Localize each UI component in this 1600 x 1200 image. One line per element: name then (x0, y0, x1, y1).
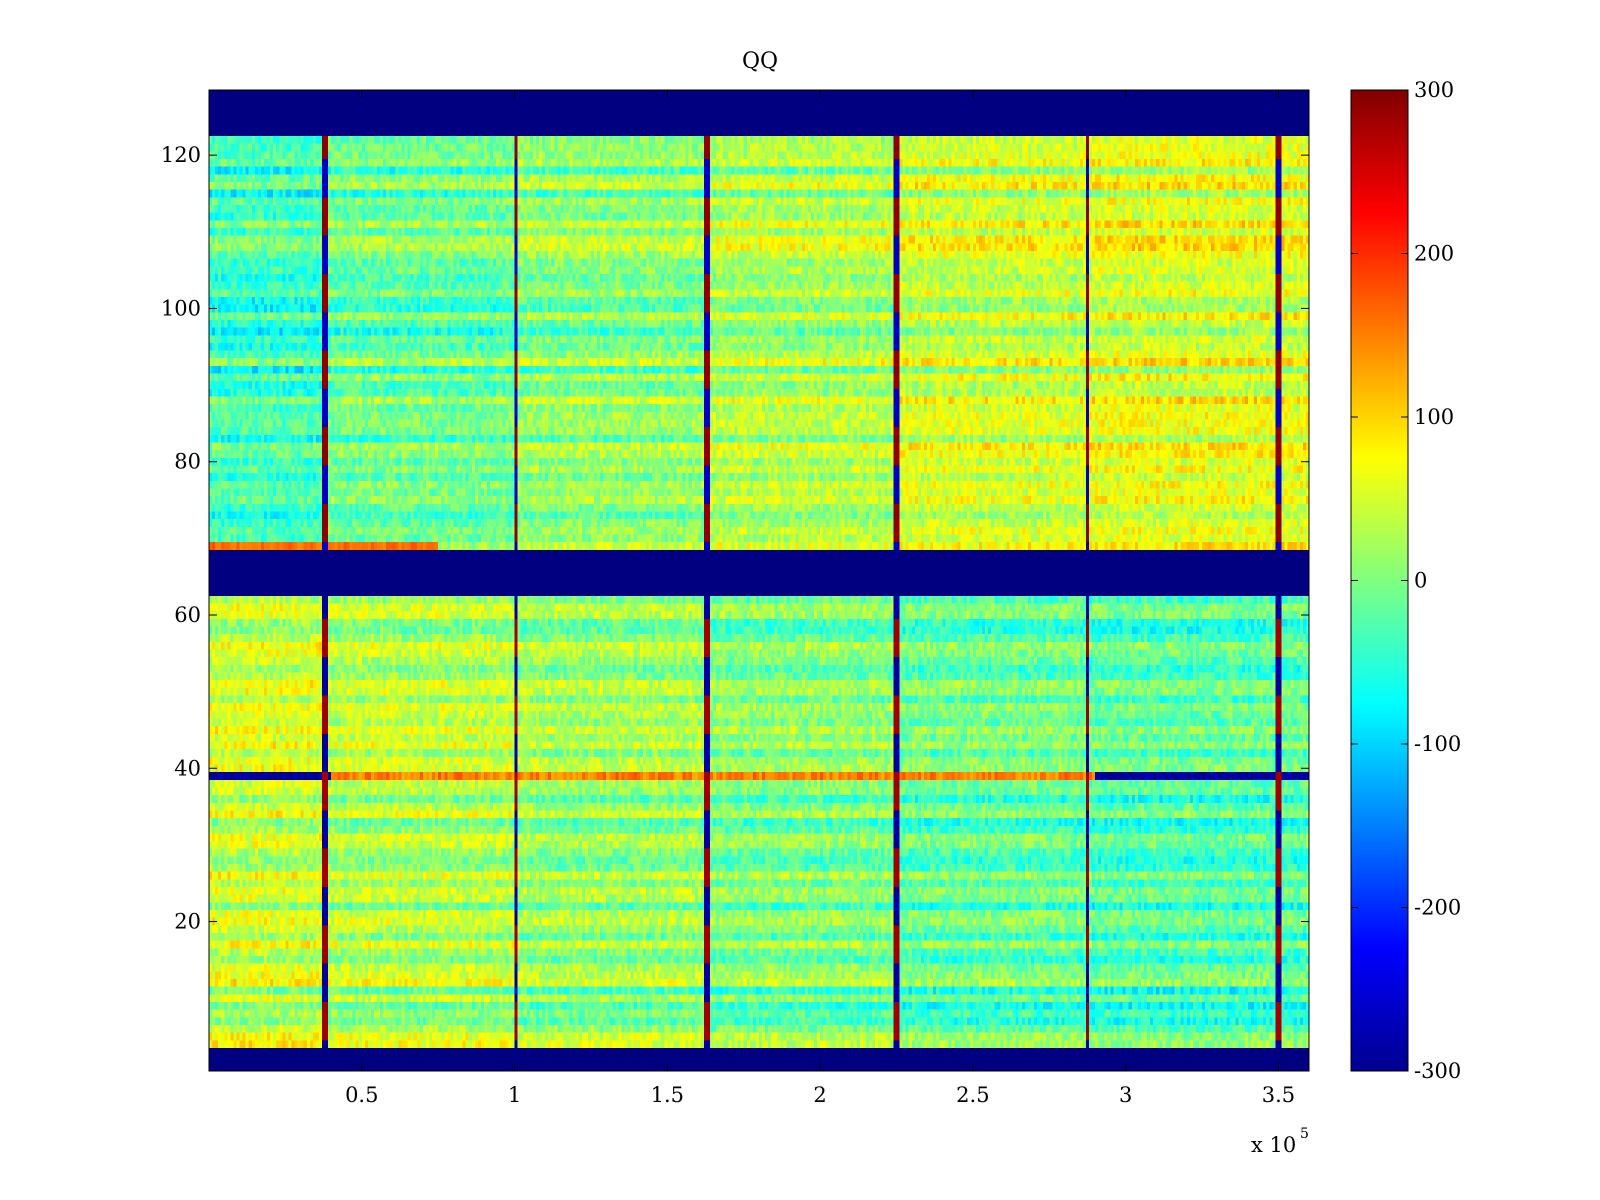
colorbar-tick-label: -100 (1414, 732, 1461, 756)
y-axis: 20 40 60 80 100 120 (161, 143, 1309, 934)
y-tick-label: 100 (161, 296, 201, 320)
heatmap-image (209, 90, 1309, 1071)
x-tick-label: 3 (1119, 1083, 1132, 1107)
colorbar-tick-label: 0 (1414, 569, 1427, 593)
colorbar-tick-label: 100 (1414, 405, 1454, 429)
x-tick-label: 1 (508, 1083, 521, 1107)
x-axis: 0.5 1 1.5 2 2.5 3 3.5 (345, 90, 1295, 1107)
colorbar-tick-label: 200 (1414, 242, 1454, 266)
colorbar: -300 -200 -100 0 100 200 300 (1350, 78, 1461, 1083)
colorbar-gradient (1351, 90, 1408, 1071)
x-tick-label: 3.5 (1262, 1083, 1295, 1107)
x-exponent-label: x 10 5 (1251, 1126, 1309, 1157)
heatmap-plot (208, 89, 1310, 1072)
y-tick-label: 20 (174, 910, 201, 934)
x-tick-label: 2.5 (956, 1083, 989, 1107)
plot-frame (208, 89, 1310, 1072)
colorbar-tick-label: 300 (1414, 78, 1454, 102)
colorbar-axis: -300 -200 -100 0 100 200 300 (1351, 78, 1461, 1083)
x-exponent-base: x 10 (1251, 1133, 1296, 1157)
y-tick-label: 60 (174, 603, 201, 627)
y-tick-label: 120 (161, 143, 201, 167)
chart-title: QQ (742, 49, 778, 74)
y-tick-label: 80 (174, 450, 201, 474)
x-tick-label: 2 (813, 1083, 826, 1107)
colorbar-tick-label: -300 (1414, 1059, 1461, 1083)
y-tick-label: 40 (174, 756, 201, 780)
x-tick-label: 0.5 (345, 1083, 378, 1107)
x-tick-label: 1.5 (651, 1083, 684, 1107)
x-exponent-power: 5 (1300, 1126, 1309, 1142)
colorbar-tick-label: -200 (1414, 896, 1461, 920)
